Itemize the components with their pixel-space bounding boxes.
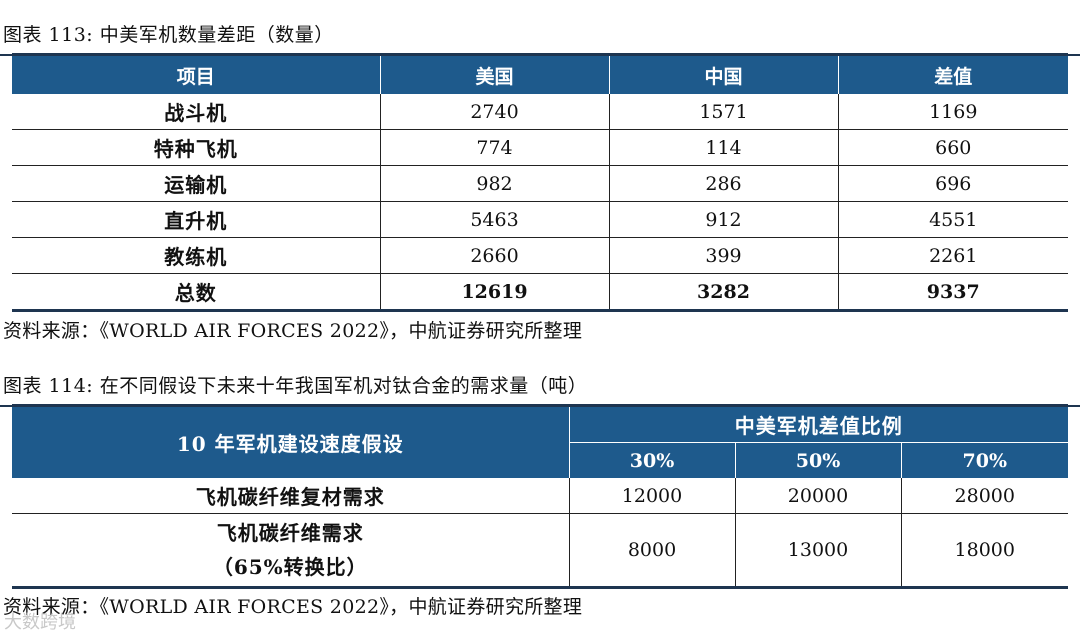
- table-row: 教练机 2660 399 2261: [12, 237, 1068, 274]
- cell-value: 20000: [735, 478, 902, 514]
- rule-right: [1068, 405, 1080, 407]
- header-assumption: 10 年军机建设速度假设: [12, 405, 570, 478]
- cell-value: 13000: [735, 513, 902, 588]
- rule-left: [0, 54, 12, 56]
- aircraft-count-table: 项目 美国 中国 差值 战斗机 2740 1571 1169 特种飞机 774 …: [12, 53, 1068, 312]
- cell-diff: 9337: [838, 273, 1068, 311]
- row-label: 教练机: [12, 237, 381, 274]
- cell-cn: 912: [609, 201, 839, 238]
- table2-source: 资料来源：《WORLD AIR FORCES 2022》，中航证券研究所整理: [3, 596, 583, 618]
- watermark: 大数跨境: [4, 612, 76, 633]
- cell-us: 774: [380, 129, 610, 166]
- header-percent: 50%: [735, 442, 902, 478]
- header-ratio-group: 中美军机差值比例: [569, 405, 1069, 443]
- cell-cn: 3282: [609, 273, 839, 311]
- cell-diff: 2261: [838, 237, 1068, 274]
- table-row: 飞机碳纤维复材需求 12000 20000 28000: [12, 478, 1069, 514]
- cell-us: 5463: [380, 201, 610, 238]
- cell-us: 2740: [380, 94, 610, 130]
- table-header-row: 10 年军机建设速度假设 中美军机差值比例: [12, 405, 1069, 478]
- table-row-total: 总数 12619 3282 9337: [12, 273, 1068, 311]
- row-label: 飞机碳纤维需求 （65%转换比）: [12, 513, 570, 588]
- table-row: 特种飞机 774 114 660: [12, 129, 1068, 166]
- row-label: 运输机: [12, 165, 381, 202]
- cell-us: 12619: [380, 273, 610, 311]
- titanium-demand-table: 10 年军机建设速度假设 中美军机差值比例 30% 50% 70% 飞机碳纤维复…: [12, 404, 1069, 589]
- rule-right: [1068, 54, 1080, 56]
- table-row: 直升机 5463 912 4551: [12, 201, 1068, 238]
- cell-us: 982: [380, 165, 610, 202]
- cell-cn: 114: [609, 129, 839, 166]
- cell-diff: 696: [838, 165, 1068, 202]
- cell-diff: 4551: [838, 201, 1068, 238]
- table1-caption: 图表 113: 中美军机数量差距（数量）: [3, 24, 334, 46]
- header-percent: 30%: [569, 442, 736, 478]
- cell-cn: 1571: [609, 94, 839, 130]
- cell-cn: 399: [609, 237, 839, 274]
- row-label: 战斗机: [12, 94, 381, 130]
- table-row: 运输机 982 286 696: [12, 165, 1068, 202]
- rule-left: [0, 405, 12, 407]
- cell-value: 8000: [569, 513, 736, 588]
- cell-diff: 1169: [838, 94, 1068, 130]
- header-diff: 差值: [838, 54, 1068, 94]
- row-label: 总数: [12, 273, 381, 311]
- header-percent: 70%: [901, 442, 1069, 478]
- header-item: 项目: [12, 54, 381, 94]
- cell-value: 18000: [901, 513, 1069, 588]
- table-header-row: 项目 美国 中国 差值: [12, 54, 1068, 94]
- cell-value: 28000: [901, 478, 1069, 514]
- cell-diff: 660: [838, 129, 1068, 166]
- cell-us: 2660: [380, 237, 610, 274]
- row-label-line1: 飞机碳纤维需求: [216, 521, 364, 545]
- table-row: 飞机碳纤维需求 （65%转换比） 8000 13000 18000: [12, 513, 1069, 588]
- row-label: 飞机碳纤维复材需求: [12, 478, 570, 514]
- row-label: 特种飞机: [12, 129, 381, 166]
- row-label: 直升机: [12, 201, 381, 238]
- table2-caption: 图表 114: 在不同假设下未来十年我国军机对钛合金的需求量（吨）: [3, 375, 588, 397]
- cell-value: 12000: [569, 478, 736, 514]
- header-us: 美国: [380, 54, 610, 94]
- cell-cn: 286: [609, 165, 839, 202]
- table-row: 战斗机 2740 1571 1169: [12, 94, 1068, 130]
- row-label-line2: （65%转换比）: [212, 555, 368, 579]
- table1-source: 资料来源：《WORLD AIR FORCES 2022》，中航证券研究所整理: [3, 320, 583, 342]
- table-header-row: 30% 50% 70%: [12, 442, 1069, 478]
- header-cn: 中国: [609, 54, 839, 94]
